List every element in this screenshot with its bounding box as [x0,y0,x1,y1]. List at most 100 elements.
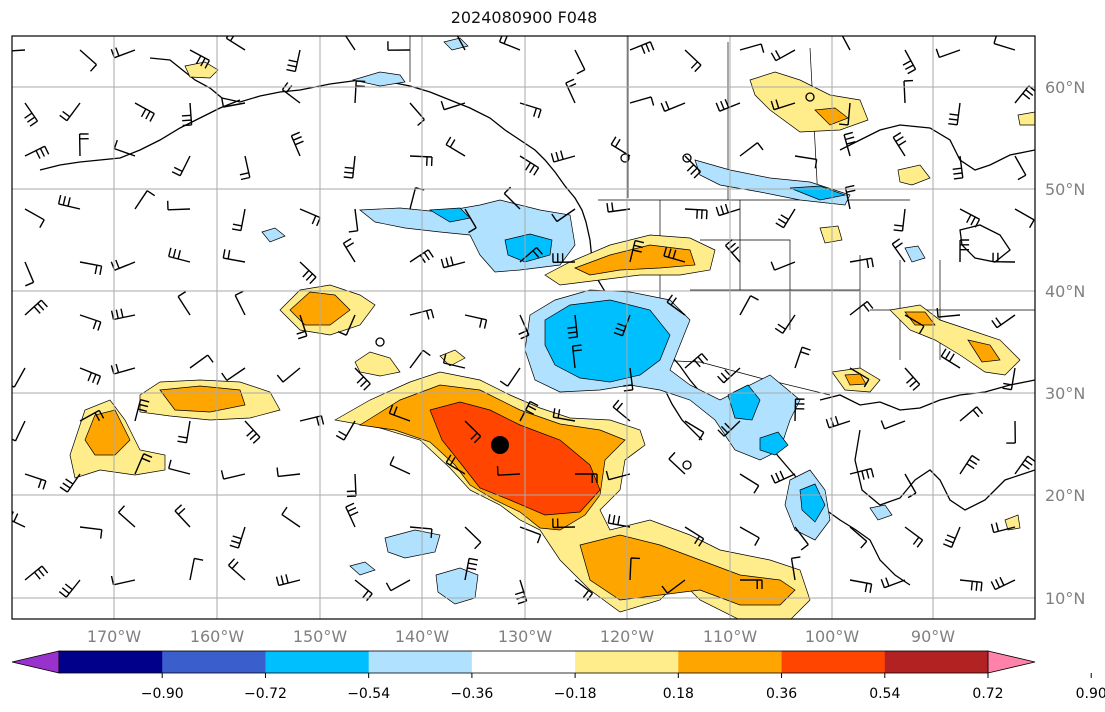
wind-barb [1014,455,1035,475]
wind-barb [551,208,576,223]
wind-barb [623,367,634,392]
wind-barb [902,49,917,75]
colorbar-tick-label: −0.72 [244,686,287,702]
wind-barb [171,155,191,177]
wind-barb [1002,367,1016,391]
wind-barb [79,49,98,72]
wind-barb [959,208,981,228]
wind-barb [167,200,191,211]
coastlines [39,57,1035,586]
wind-barb [24,261,35,287]
colorbar-extend-min [11,650,60,674]
wind-barb [181,102,193,127]
wind-barb [849,257,874,269]
wind-barb [234,290,246,316]
wind-barb [348,208,359,233]
wind-barb [959,454,980,475]
wind-barb [571,344,583,369]
wind-barb [299,208,321,227]
colorbar-tick-label: 0.72 [972,686,1003,702]
wind-barb [496,466,521,476]
wind-barb [684,49,702,73]
wind-barb [220,470,246,480]
colorbar-extend-max [987,650,1036,674]
colorbar-tick-label: 0.36 [766,686,797,702]
wind-barb [774,314,796,334]
wind-barb [991,314,1016,329]
wind-barb [464,420,482,444]
wind-barb [58,579,81,598]
wind-barb [552,253,576,263]
wind-barb [684,208,708,220]
wind-barb [770,49,796,62]
wind-barb [388,404,411,422]
wind-barb [660,100,686,112]
wind-barb [409,349,431,369]
latitude-labels: 60°N 50°N 40°N 30°N 20°N 10°N [1045,78,1085,608]
lat-label: 50°N [1045,180,1085,199]
wind-barb [825,415,851,429]
wind-barb [12,367,26,388]
wind-barb [607,514,631,528]
colorbar-tick-label: 0.54 [869,686,900,702]
wind-barb [110,47,136,59]
wind-barb [281,506,301,528]
wind-barb [79,314,102,331]
colorbar-segment [471,651,576,673]
colorbar-segment [162,651,266,673]
wind-barb [839,102,851,126]
wind-barb [770,99,796,111]
wind-barb [24,102,39,127]
wind-barb [904,367,921,391]
wind-barb [409,155,433,167]
wind-barb [629,41,655,54]
wind-barb [514,579,528,605]
wind-barb [739,142,764,157]
wind-barb [12,49,26,52]
wind-barb [794,398,805,422]
wind-barb [24,208,45,228]
wind-barb [684,526,705,547]
wind-barb [177,291,191,316]
wind-barb [464,314,488,329]
lon-label: 90°W [911,627,955,646]
wind-barb [343,155,356,179]
wind-barb [775,208,796,229]
lon-label: 120°W [600,627,655,646]
wind-barbs [12,36,1035,605]
wind-barb [189,557,204,581]
wind-barb [296,314,308,340]
wind-barb [841,36,851,51]
wind-barb [354,80,366,104]
wind-barb [345,502,359,528]
wind-barb [221,98,246,108]
wind-barb [1014,208,1035,229]
wind-barb [1006,420,1016,444]
wind-barb [79,367,102,385]
wind-barb [629,96,655,106]
lat-label: 20°N [1045,486,1085,505]
wind-barb [575,473,598,483]
wind-barb [110,259,136,271]
wind-barb [222,249,246,263]
wind-barb [891,238,906,263]
wind-barb [903,79,914,104]
wind-barb [299,261,317,285]
wind-barb [552,518,576,529]
wind-barb [281,82,301,104]
wind-barb [849,579,873,594]
wind-barb [948,102,961,126]
wind-barb [59,473,81,493]
wind-barb [110,575,136,586]
wind-barb [552,408,576,422]
lon-label: 110°W [703,627,758,646]
colorbar-segment [368,651,473,673]
wind-barb [849,467,875,480]
wind-barb [440,256,466,269]
wind-barb [629,557,641,581]
wind-barb [684,155,701,179]
wind-barb [990,576,1016,591]
wind-barb [1014,85,1035,104]
wind-barb [739,43,765,53]
